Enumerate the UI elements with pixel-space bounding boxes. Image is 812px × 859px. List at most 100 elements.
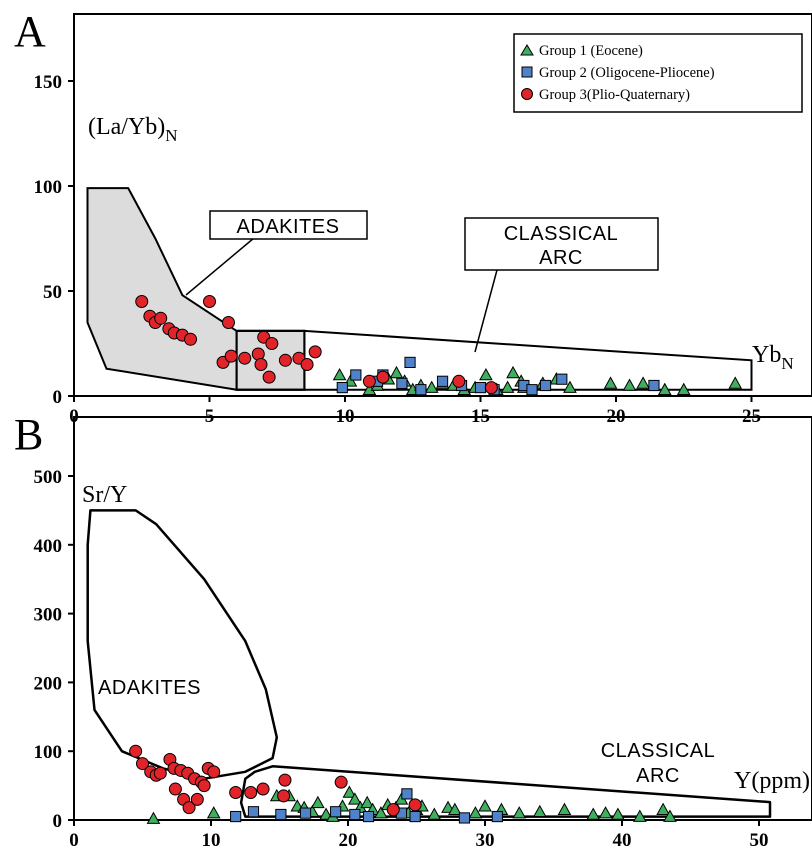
group1-point xyxy=(657,382,672,395)
x-axis-label: YbN xyxy=(752,342,794,373)
group2-point xyxy=(409,810,421,823)
group2-point xyxy=(526,384,538,396)
group3-point xyxy=(229,785,243,799)
arc-label-line2: ARC xyxy=(539,247,583,269)
group3-point xyxy=(153,766,167,780)
group1-point xyxy=(506,365,520,379)
group3-point xyxy=(182,801,196,815)
y-tick-label: 200 xyxy=(34,673,63,694)
group1-point xyxy=(478,799,492,812)
group2-point xyxy=(458,812,471,824)
group3-point xyxy=(262,370,276,384)
group1-point xyxy=(611,807,625,820)
group1-point xyxy=(424,380,439,393)
group2-point xyxy=(436,375,449,387)
adakite-field xyxy=(86,509,279,780)
group2-point xyxy=(396,377,408,389)
group2-point xyxy=(474,382,487,394)
group1-point xyxy=(448,802,462,815)
y-axis-label: Sr/Y xyxy=(82,482,127,508)
y-tick-label: 0 xyxy=(53,811,63,832)
adakite-callout-line xyxy=(185,237,255,296)
classical-arc-field xyxy=(239,765,772,818)
group3-point xyxy=(224,349,238,363)
panel-b-label: B xyxy=(14,410,43,459)
group3-point xyxy=(376,370,390,384)
y-tick-label: 0 xyxy=(53,387,63,408)
group1-point xyxy=(348,792,362,805)
group1-point xyxy=(656,802,670,815)
panel-a-frame xyxy=(73,13,812,397)
y-axis-label: (La/Yb)N xyxy=(88,114,178,145)
adakite-label-box xyxy=(209,210,368,240)
adakite-label: ADAKITES xyxy=(237,216,340,238)
group2-point xyxy=(230,810,242,823)
x-axis-label: Y(ppm) xyxy=(734,768,810,794)
x-tick-label: 30 xyxy=(476,830,495,851)
legend-group1-marker xyxy=(520,44,534,56)
group3-point xyxy=(452,374,466,388)
group2-point xyxy=(275,808,287,821)
y-tick-label: 400 xyxy=(34,536,63,557)
group1-point xyxy=(563,380,577,393)
panel-a-label: A xyxy=(14,7,46,56)
group3-point xyxy=(244,785,258,799)
legend: Group 1 (Eocene) Group 2 (Oligocene-Plio… xyxy=(513,33,803,113)
group1-point xyxy=(676,382,691,395)
group2-point xyxy=(362,810,375,823)
group3-point xyxy=(300,358,314,371)
group1-point xyxy=(468,806,483,819)
arc-label-box xyxy=(464,217,659,271)
panel-b: B ADAKITES CLASSICAL ARC Sr/Y Y(ppm) 0 10… xyxy=(14,410,812,851)
group3-point xyxy=(168,782,182,796)
group1-point xyxy=(500,380,515,393)
legend-group1-label: Group 1 (Eocene) xyxy=(539,43,643,59)
group1-point xyxy=(663,809,677,822)
group1-point xyxy=(603,376,618,389)
group2-point xyxy=(349,808,361,821)
arc-label-line1: CLASSICAL xyxy=(504,223,619,245)
group1-point xyxy=(586,807,601,820)
group2-point xyxy=(491,810,503,823)
group3-point xyxy=(197,779,211,793)
x-tick-label: 50 xyxy=(750,830,769,851)
y-tick-label: 500 xyxy=(34,467,63,488)
group3-point xyxy=(408,798,422,812)
panel-a-points xyxy=(135,295,743,396)
legend-box xyxy=(513,33,803,113)
group3-point xyxy=(484,381,498,395)
group1-point xyxy=(632,809,647,822)
group1-point xyxy=(512,806,527,819)
group2-point xyxy=(299,807,312,819)
y-tick-label: 150 xyxy=(34,72,63,93)
group3-point xyxy=(265,337,279,350)
group3-point xyxy=(203,295,216,308)
group2-point xyxy=(330,806,342,818)
group2-point xyxy=(539,379,552,392)
group3-point xyxy=(278,353,292,367)
group2-point xyxy=(350,369,362,381)
arc-label-line2: ARC xyxy=(636,765,680,787)
y-tick-label: 300 xyxy=(34,605,63,626)
y-tick-label: 100 xyxy=(34,177,63,198)
arc-label-line1: CLASSICAL xyxy=(601,740,716,762)
group3-point xyxy=(129,744,143,758)
group1-point xyxy=(598,806,613,819)
adakite-label: ADAKITES xyxy=(98,677,201,699)
x-tick-label: 10 xyxy=(202,830,221,851)
group2-point xyxy=(404,356,416,368)
field-overlap-outline xyxy=(235,329,306,391)
panel-a: A ADAKITES CLASSICAL ARC (La/Yb)N YbN Gr… xyxy=(14,7,812,427)
legend-group2-label: Group 2 (Oligocene-Pliocene) xyxy=(539,65,715,81)
x-tick-label: 20 xyxy=(339,830,358,851)
group1-point xyxy=(728,376,743,389)
group3-point xyxy=(277,789,291,803)
group3-point xyxy=(386,803,400,817)
group3-point xyxy=(254,358,268,371)
group1-point xyxy=(146,811,161,824)
x-tick-label: 0 xyxy=(69,830,79,851)
panel-b-frame xyxy=(73,416,812,821)
group1-point xyxy=(427,807,442,820)
